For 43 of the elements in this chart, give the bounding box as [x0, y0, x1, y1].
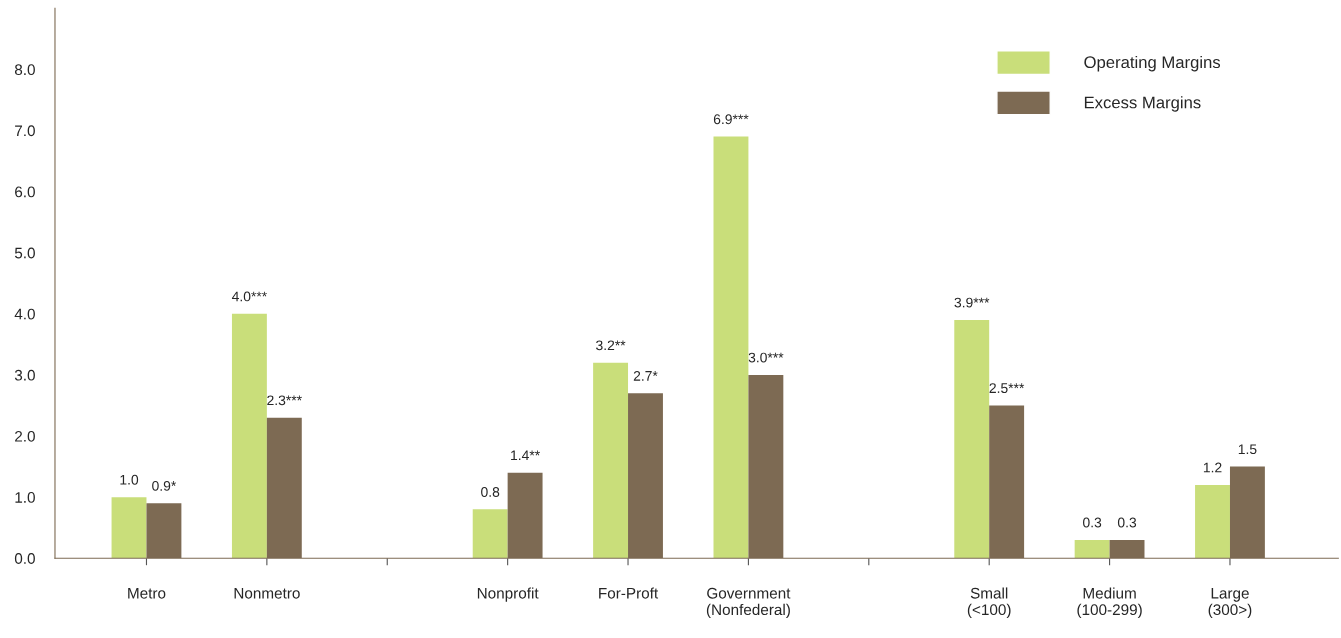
x-tick-label: Small (<100): [967, 587, 1011, 619]
y-tick-label: 1.0: [15, 492, 35, 503]
bar: [713, 136, 749, 559]
data-label: 0.9*: [152, 480, 177, 491]
data-label: 1.0: [120, 474, 139, 485]
bar: [593, 362, 629, 559]
y-tick-label: 2.0: [15, 430, 35, 442]
x-tick-label: Medium (100-299): [1077, 587, 1142, 619]
legend-label: Operating Margins: [1084, 55, 1221, 72]
x-tick-label: Nonprofit: [477, 587, 539, 602]
y-tick-label: 7.0: [15, 125, 35, 137]
data-label: 0.8: [481, 487, 500, 497]
bar: [472, 509, 508, 559]
y-tick-label: 3.0: [14, 369, 35, 381]
bar: [954, 319, 990, 559]
y-tick-label: 4.0: [14, 308, 35, 320]
data-label: 2.3***: [267, 395, 302, 406]
data-label: 4.0***: [231, 291, 267, 302]
data-label: 3.0***: [748, 352, 784, 363]
data-label: 1.5: [1238, 444, 1257, 455]
data-label: 0.3: [1083, 517, 1102, 528]
bar: [1195, 484, 1230, 559]
bar: [231, 313, 267, 559]
x-tick-label: For-Proft: [599, 587, 659, 599]
bar: [111, 497, 147, 559]
y-tick-label: 6.0: [15, 186, 35, 198]
y-tick-label: 8.0: [14, 64, 35, 76]
data-label: 2.5***: [989, 383, 1025, 394]
x-tick-label: Metro: [128, 587, 166, 599]
data-label: 2.7*: [633, 370, 658, 381]
data-label: 1.2: [1203, 462, 1222, 473]
y-tick-label: 0.0: [14, 553, 35, 564]
x-tick-label: Large (300>): [1208, 587, 1252, 619]
x-tick-label: Nonmetro: [234, 587, 300, 599]
y-tick-label: 5.0: [14, 247, 35, 259]
data-label: 1.4**: [511, 450, 540, 461]
x-tick-label: Government (Nonfederal): [706, 587, 791, 619]
bar: [1074, 539, 1110, 559]
data-label: 3.2**: [596, 340, 626, 351]
data-label: 0.3: [1117, 517, 1137, 528]
data-label: 3.9***: [954, 297, 990, 308]
data-label: 6.9***: [713, 114, 749, 125]
legend-label: Excess Margins: [1084, 96, 1201, 112]
